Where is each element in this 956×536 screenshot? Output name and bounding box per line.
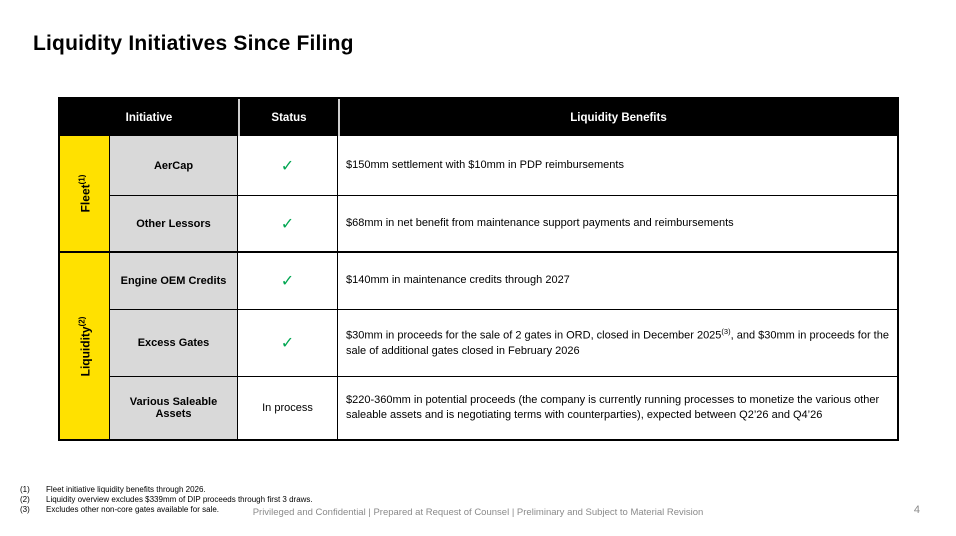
footnote-1-text: Fleet initiative liquidity benefits thro… — [46, 485, 206, 494]
footnote-2: (2) Liquidity overview excludes $339mm o… — [20, 495, 313, 505]
page-title: Liquidity Initiatives Since Filing — [33, 32, 354, 55]
footnote-1: (1) Fleet initiative liquidity benefits … — [20, 485, 313, 495]
liquidity-initiatives-table: Initiative Status Liquidity Benefits Fle… — [58, 97, 899, 441]
section-label-liquidity-text: Liquidity(2) — [77, 316, 92, 376]
initiative-aercap: AerCap — [110, 136, 238, 196]
initiative-excess-gates: Excess Gates — [110, 310, 238, 377]
status-check-excess-gates: ✓ — [238, 310, 338, 377]
footnotes: (1) Fleet initiative liquidity benefits … — [20, 485, 313, 515]
section-label-liquidity: Liquidity(2) — [60, 253, 110, 439]
status-check-engine-oem-credits: ✓ — [238, 253, 338, 310]
column-header-status: Status — [238, 99, 338, 136]
benefit-various-saleable-assets: $220-360mm in potential proceeds (the co… — [338, 377, 897, 439]
benefit-excess-gates: $30mm in proceeds for the sale of 2 gate… — [338, 310, 897, 377]
status-check-other-lessors: ✓ — [238, 196, 338, 253]
initiative-various-saleable-assets: Various Saleable Assets — [110, 377, 238, 439]
footnote-3-text: Excludes other non-core gates available … — [46, 505, 219, 514]
footnote-marker-3: (3) — [721, 326, 731, 336]
initiative-other-lessors: Other Lessors — [110, 196, 238, 253]
status-in-process: In process — [238, 377, 338, 439]
confidentiality-footer: Privileged and Confidential | Prepared a… — [252, 507, 704, 518]
page-number: 4 — [913, 504, 920, 516]
footnote-3-number: (3) — [20, 505, 30, 514]
footnote-1-number: (1) — [20, 485, 30, 494]
section-label-fleet: Fleet(1) — [60, 136, 110, 253]
column-header-liquidity-benefits: Liquidity Benefits — [338, 99, 897, 136]
footnote-3: (3) Excludes other non-core gates availa… — [20, 505, 313, 515]
footnote-marker-2: (2) — [77, 316, 86, 326]
initiative-engine-oem-credits: Engine OEM Credits — [110, 253, 238, 310]
benefit-other-lessors: $68mm in net benefit from maintenance su… — [338, 196, 897, 253]
column-header-initiative: Initiative — [60, 99, 238, 136]
footnote-marker-1: (1) — [76, 174, 86, 185]
benefit-aercap: $150mm settlement with $10mm in PDP reim… — [338, 136, 897, 196]
benefit-engine-oem-credits: $140mm in maintenance credits through 20… — [338, 253, 897, 310]
status-check-aercap: ✓ — [238, 136, 338, 196]
footnote-2-text: Liquidity overview excludes $339mm of DI… — [46, 495, 313, 504]
footnote-2-number: (2) — [20, 495, 30, 504]
section-label-fleet-text: Fleet(1) — [76, 174, 92, 213]
